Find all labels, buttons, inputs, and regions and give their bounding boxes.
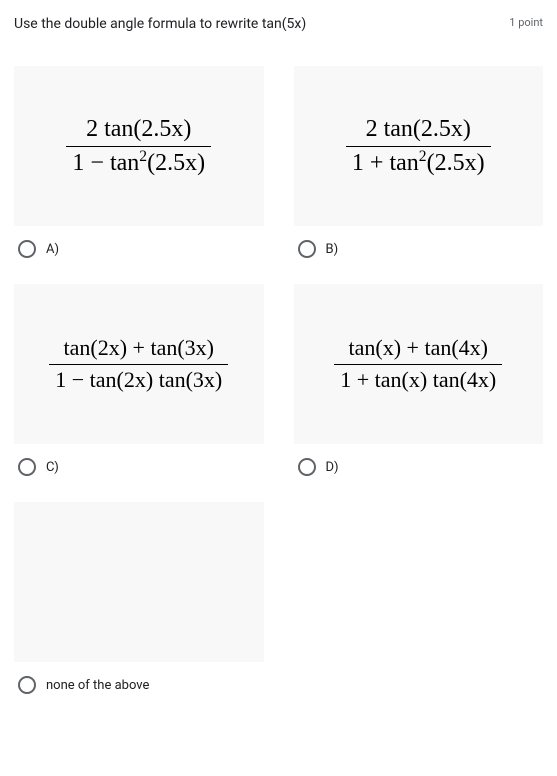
option-b-box: 2 tan(2.5x) 1 + tan2(2.5x) <box>294 66 544 226</box>
option-e-cell: none of the above <box>14 502 264 720</box>
question-text: Use the double angle formula to rewrite … <box>14 16 306 32</box>
option-d-denominator: 1 + tan(x) tan(4x) <box>334 364 502 393</box>
option-d-cell: tan(x) + tan(4x) 1 + tan(x) tan(4x) D) <box>294 284 544 502</box>
radio-icon <box>18 676 36 694</box>
radio-icon <box>298 458 316 476</box>
option-c-denominator: 1 − tan(2x) tan(3x) <box>49 364 228 393</box>
option-b-numerator: 2 tan(2.5x) <box>346 115 491 146</box>
option-a-box: 2 tan(2.5x) 1 − tan2(2.5x) <box>14 66 264 226</box>
option-d-formula: tan(x) + tan(4x) 1 + tan(x) tan(4x) <box>334 335 502 393</box>
option-c-label: C) <box>46 460 59 475</box>
options-grid: 2 tan(2.5x) 1 − tan2(2.5x) A) 2 tan(2.5x… <box>14 66 543 720</box>
option-a-radio-row[interactable]: A) <box>18 240 264 258</box>
option-d-radio-row[interactable]: D) <box>298 458 544 476</box>
option-c-formula: tan(2x) + tan(3x) 1 − tan(2x) tan(3x) <box>49 335 228 393</box>
option-b-denominator: 1 + tan2(2.5x) <box>346 146 491 178</box>
option-b-formula: 2 tan(2.5x) 1 + tan2(2.5x) <box>346 115 491 178</box>
option-b-cell: 2 tan(2.5x) 1 + tan2(2.5x) B) <box>294 66 544 284</box>
option-a-cell: 2 tan(2.5x) 1 − tan2(2.5x) A) <box>14 66 264 284</box>
option-e-label: none of the above <box>46 678 149 693</box>
option-d-label: D) <box>326 460 339 475</box>
option-d-numerator: tan(x) + tan(4x) <box>334 335 502 363</box>
option-c-radio-row[interactable]: C) <box>18 458 264 476</box>
option-a-formula: 2 tan(2.5x) 1 − tan2(2.5x) <box>66 115 211 178</box>
option-e-radio-row[interactable]: none of the above <box>18 676 264 694</box>
radio-icon <box>18 458 36 476</box>
option-c-numerator: tan(2x) + tan(3x) <box>49 335 228 363</box>
option-b-radio-row[interactable]: B) <box>298 240 544 258</box>
option-c-cell: tan(2x) + tan(3x) 1 − tan(2x) tan(3x) C) <box>14 284 264 502</box>
option-a-numerator: 2 tan(2.5x) <box>66 115 211 146</box>
option-e-box <box>14 502 264 662</box>
option-c-box: tan(2x) + tan(3x) 1 − tan(2x) tan(3x) <box>14 284 264 444</box>
question-header: Use the double angle formula to rewrite … <box>14 16 543 32</box>
option-d-box: tan(x) + tan(4x) 1 + tan(x) tan(4x) <box>294 284 544 444</box>
radio-icon <box>18 240 36 258</box>
radio-icon <box>298 240 316 258</box>
option-a-label: A) <box>46 242 59 257</box>
option-a-denominator: 1 − tan2(2.5x) <box>66 146 211 178</box>
option-b-label: B) <box>326 242 339 257</box>
points-label: 1 point <box>509 16 543 29</box>
